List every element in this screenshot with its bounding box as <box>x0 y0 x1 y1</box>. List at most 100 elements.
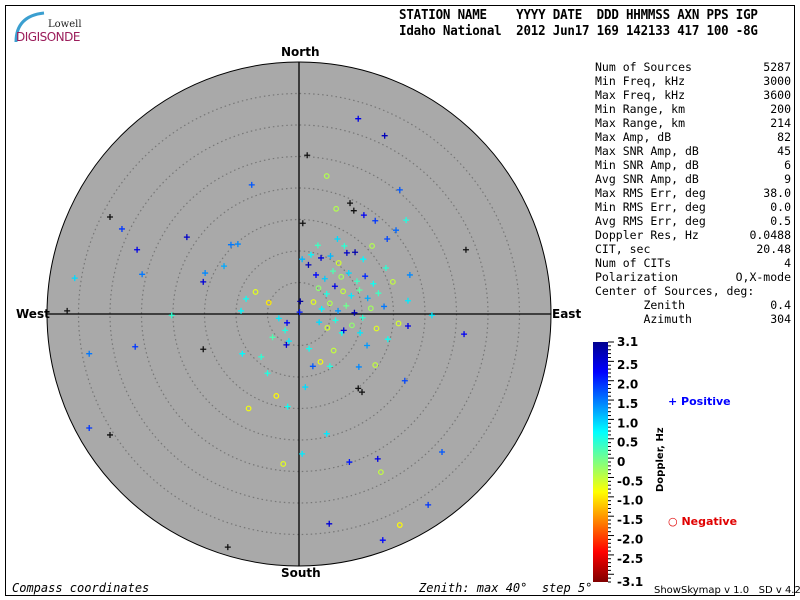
logo-text-lowell: Lowell <box>48 19 82 30</box>
positive-source-marker <box>224 544 231 551</box>
legend-negative-label: Negative <box>681 515 738 528</box>
positive-source-marker <box>264 370 271 377</box>
positive-source-marker <box>332 317 339 324</box>
negative-source-marker <box>280 461 287 467</box>
positive-source-marker <box>393 227 400 234</box>
positive-source-marker <box>461 331 468 338</box>
positive-source-marker <box>323 430 330 437</box>
stat-row: Doppler Res, Hz 0.0488 <box>595 228 791 242</box>
colorbar-tick-label: 0 <box>617 455 625 469</box>
positive-source-marker <box>350 207 357 214</box>
positive-source-marker <box>374 455 381 462</box>
stat-label: Polarization <box>595 270 679 284</box>
stat-row: Min SNR Amp, dB 6 <box>595 158 791 172</box>
negative-source-marker <box>330 347 337 354</box>
stat-row: Min Range, km 200 <box>595 102 791 116</box>
negative-source-marker <box>317 358 324 365</box>
positive-source-marker <box>364 342 371 349</box>
positive-source-marker <box>341 242 348 249</box>
header-labels: STATION NAME YYYY DATE DDD HHMMSS AXN PP… <box>399 8 758 23</box>
positive-source-marker <box>200 278 207 285</box>
positive-source-marker <box>327 253 334 260</box>
stat-value: 20.48 <box>756 242 791 256</box>
positive-source-marker <box>318 305 325 312</box>
colorbar-tick-label: -1.5 <box>617 513 643 527</box>
positive-source-marker <box>334 236 341 243</box>
positive-source-marker <box>404 322 411 329</box>
positive-source-marker <box>379 537 386 544</box>
stat-label: Min SNR Amp, dB <box>595 158 699 172</box>
negative-source-marker <box>378 469 384 476</box>
stat-label: Min Range, km <box>595 102 686 116</box>
positive-source-marker <box>359 389 365 396</box>
positive-source-marker <box>382 265 389 272</box>
stat-row: Polarization O,X-mode <box>595 270 791 284</box>
positive-source-marker <box>139 271 146 278</box>
positive-source-marker <box>356 287 363 294</box>
compass-south: South <box>281 566 321 580</box>
positive-source-marker <box>360 212 367 219</box>
stat-value: 0.4 <box>770 298 791 312</box>
positive-source-marker <box>132 343 139 350</box>
colorbar-tick-label: 1.0 <box>617 416 638 430</box>
negative-source-marker <box>349 322 355 329</box>
stat-value: 38.0 <box>763 186 791 200</box>
colorbar <box>593 342 608 582</box>
negative-source-marker <box>396 522 403 528</box>
negative-source-marker <box>333 205 340 212</box>
stat-label: Zenith <box>595 298 686 312</box>
stat-value: 0.0488 <box>749 228 791 242</box>
footer-coordinates: Compass coordinates <box>12 581 150 595</box>
negative-source-marker <box>340 288 347 295</box>
positive-source-marker <box>307 251 314 258</box>
positive-source-marker <box>86 350 93 357</box>
negative-source-marker <box>326 300 333 307</box>
positive-source-marker <box>316 319 323 326</box>
positive-source-marker <box>347 200 354 207</box>
stat-value: 82 <box>777 130 791 144</box>
stat-row: Zenith 0.4 <box>595 298 791 312</box>
legend-positive: + Positive <box>668 395 731 408</box>
positive-source-marker <box>355 385 362 392</box>
logo-arc-icon <box>14 11 45 43</box>
positive-source-marker <box>343 302 350 309</box>
stat-value: 4 <box>784 256 791 270</box>
footer-zenith-scale: Zenith: max 40° step 5° <box>419 581 593 595</box>
negative-source-marker <box>323 173 330 179</box>
positive-source-marker <box>355 363 362 370</box>
positive-source-marker <box>243 295 250 302</box>
negative-source-marker <box>315 285 322 292</box>
stat-label: Num of Sources <box>595 60 692 74</box>
positive-source-marker <box>107 431 113 438</box>
negative-source-marker <box>252 289 259 295</box>
stat-value: 9 <box>784 172 791 186</box>
positive-source-marker <box>323 290 330 297</box>
positive-source-marker <box>321 275 328 282</box>
stat-row: CIT, sec 20.48 <box>595 242 791 256</box>
positive-source-marker <box>299 450 306 457</box>
positive-source-marker <box>107 213 113 220</box>
negative-source-marker <box>265 299 272 306</box>
positive-source-marker <box>340 327 347 334</box>
stat-value: 0.5 <box>770 214 791 228</box>
positive-source-marker <box>248 181 255 188</box>
stat-label: Max SNR Amp, dB <box>595 144 699 158</box>
positive-source-marker <box>284 403 291 410</box>
positive-source-marker <box>326 520 333 527</box>
positive-source-marker <box>313 271 320 278</box>
positive-source-marker <box>306 345 313 352</box>
stat-row: Min Freq, kHz 3000 <box>595 74 791 88</box>
logo-text-digisonde: DIGISONDE <box>16 30 80 44</box>
colorbar-tick-label: 1.5 <box>617 397 638 411</box>
positive-source-marker <box>381 132 388 139</box>
positive-source-marker <box>269 334 276 341</box>
header-values: Idaho National 2012 Jun17 169 142133 417… <box>399 24 758 39</box>
positive-source-marker <box>285 338 292 345</box>
stat-row: Max SNR Amp, dB 45 <box>595 144 791 158</box>
positive-source-marker <box>283 341 290 348</box>
positive-source-marker <box>239 350 246 357</box>
positive-source-marker <box>304 152 311 159</box>
stat-value: 45 <box>777 144 791 158</box>
stat-row: Avg RMS Err, deg 0.5 <box>595 214 791 228</box>
